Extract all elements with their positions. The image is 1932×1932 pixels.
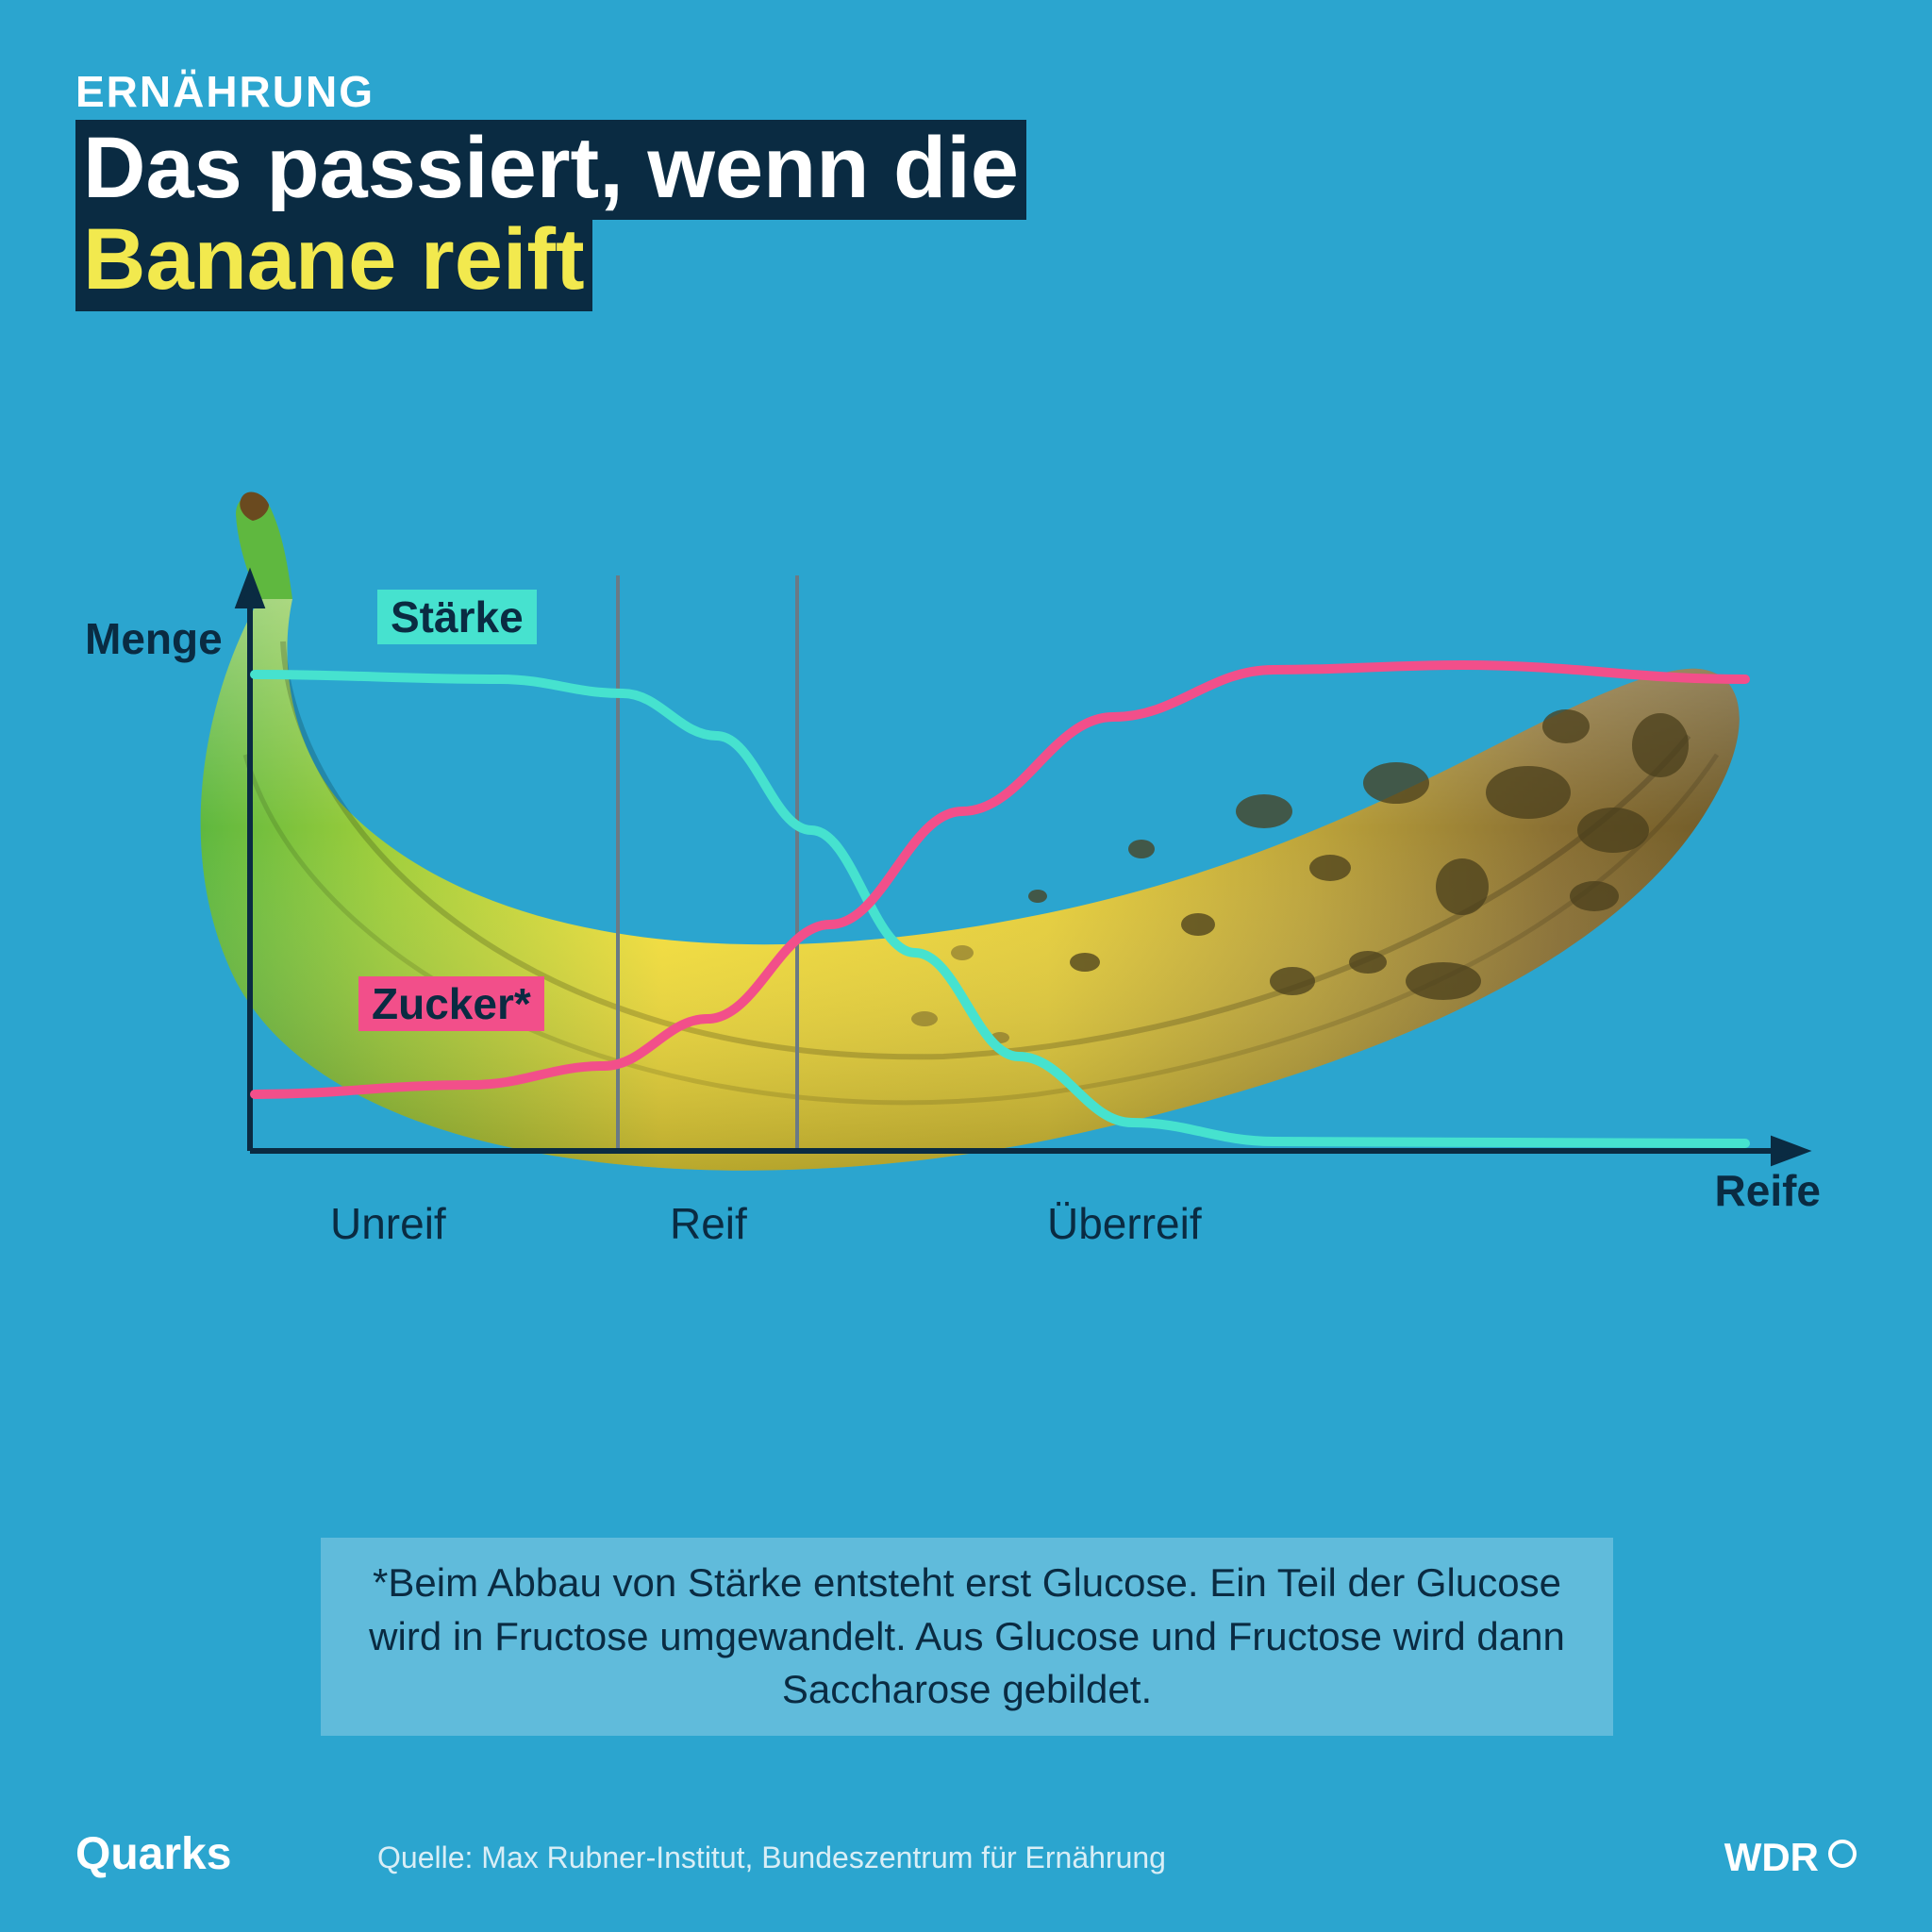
xtick-reif: Reif bbox=[670, 1198, 747, 1249]
brand-wdr-text: WDR bbox=[1724, 1835, 1819, 1880]
y-axis-label: Menge bbox=[85, 613, 223, 664]
headline-line1: Das passiert, wenn die bbox=[75, 120, 1026, 220]
headline-line2: Banane reift bbox=[75, 211, 592, 311]
source-text: Quelle: Max Rubner-Institut, Bundeszentr… bbox=[377, 1840, 1166, 1875]
brand-quarks: Quarks bbox=[75, 1828, 231, 1880]
xtick-ueberreif: Überreif bbox=[1047, 1198, 1202, 1249]
series-label-staerke: Stärke bbox=[377, 590, 537, 644]
x-axis-label: Reife bbox=[1715, 1165, 1821, 1216]
chart-svg bbox=[94, 453, 1840, 1283]
chart: Menge Reife Unreif Reif Überreif Stärke … bbox=[94, 453, 1840, 1396]
category-label: ERNÄHRUNG bbox=[75, 66, 375, 117]
brand-wdr: WDR bbox=[1724, 1835, 1857, 1880]
series-label-zucker: Zucker* bbox=[358, 976, 544, 1031]
headline: Das passiert, wenn die Banane reift bbox=[75, 123, 1026, 305]
footnote: *Beim Abbau von Stärke entsteht erst Glu… bbox=[321, 1538, 1613, 1736]
wdr-circle-icon bbox=[1828, 1840, 1857, 1868]
xtick-unreif: Unreif bbox=[330, 1198, 446, 1249]
